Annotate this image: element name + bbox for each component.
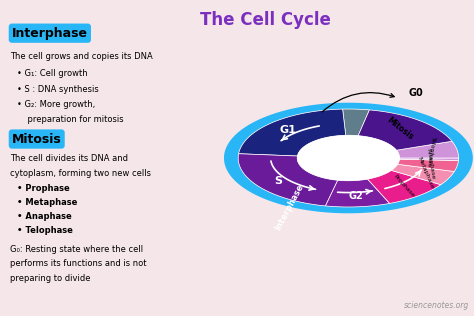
Text: • G₁: Cell growth: • G₁: Cell growth — [17, 69, 87, 78]
Polygon shape — [358, 110, 452, 150]
Text: The cell grows and copies its DNA: The cell grows and copies its DNA — [10, 52, 153, 61]
Text: • Telophase: • Telophase — [17, 226, 73, 235]
Text: • Metaphase: • Metaphase — [17, 198, 77, 207]
Text: G1: G1 — [280, 125, 297, 135]
Text: The cell divides its DNA and: The cell divides its DNA and — [10, 155, 128, 163]
Polygon shape — [343, 109, 369, 136]
Text: Mitosis: Mitosis — [12, 132, 62, 146]
Polygon shape — [400, 158, 459, 161]
Text: • Anaphase: • Anaphase — [17, 212, 72, 221]
Text: G0: G0 — [409, 88, 424, 98]
Polygon shape — [396, 141, 459, 158]
Text: S: S — [274, 176, 283, 185]
Text: • S : DNA synthesis: • S : DNA synthesis — [17, 85, 98, 94]
Text: Mitosis: Mitosis — [385, 116, 415, 142]
Text: cytoplasm, forming two new cells: cytoplasm, forming two new cells — [10, 169, 151, 178]
Polygon shape — [367, 170, 441, 204]
Polygon shape — [238, 154, 338, 206]
Text: preparing to divide: preparing to divide — [10, 274, 91, 283]
Text: • G₂: More growth,: • G₂: More growth, — [17, 100, 95, 109]
Polygon shape — [326, 179, 390, 207]
Text: Metaphase: Metaphase — [416, 155, 435, 189]
Polygon shape — [297, 135, 400, 181]
Text: Anaphase: Anaphase — [426, 148, 436, 179]
Text: Interphase: Interphase — [273, 182, 305, 232]
Text: performs its functions and is not: performs its functions and is not — [10, 259, 147, 268]
Text: Interphase: Interphase — [12, 27, 88, 40]
Polygon shape — [224, 103, 473, 213]
Text: G2: G2 — [348, 191, 363, 201]
Polygon shape — [392, 164, 454, 185]
Text: • Prophase: • Prophase — [17, 184, 69, 192]
Text: Prophase: Prophase — [393, 173, 416, 198]
Text: sciencenotes.org: sciencenotes.org — [404, 301, 469, 310]
Polygon shape — [238, 109, 346, 156]
Text: preparation for mitosis: preparation for mitosis — [17, 115, 123, 124]
Polygon shape — [398, 159, 458, 172]
Text: Telophase: Telophase — [426, 136, 436, 168]
Text: The Cell Cycle: The Cell Cycle — [200, 11, 331, 29]
Text: G₀: Resting state where the cell: G₀: Resting state where the cell — [10, 245, 144, 254]
